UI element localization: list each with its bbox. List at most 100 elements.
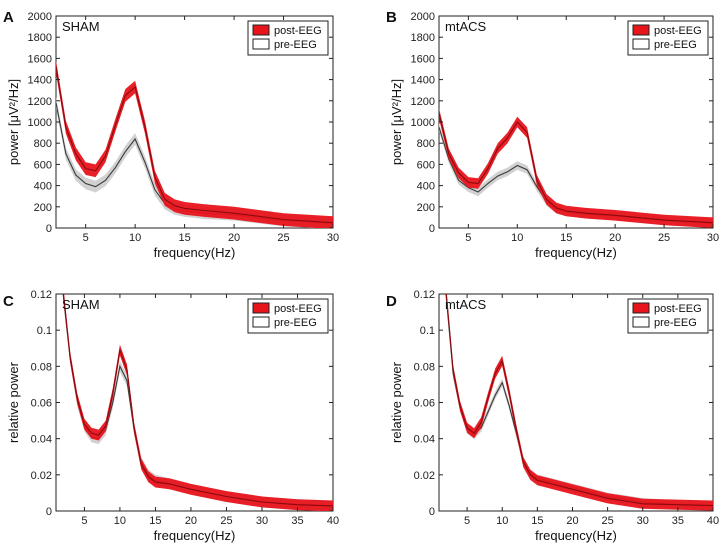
y-tick-label: 400 (417, 181, 435, 193)
panel-a: 5 10 15 20 25 30 0 200 400 600 800 1000 1200 1400 1600… (3, 9, 339, 260)
x-tick-label: 5 (465, 232, 471, 244)
y-tick-label: 0.04 (31, 434, 52, 446)
y-tick-label: 1000 (28, 117, 52, 129)
x-tick-label: 25 (601, 515, 613, 527)
x-tick-label: 15 (178, 232, 190, 244)
x-tick-label: 5 (81, 515, 87, 527)
panel-letter: B (386, 9, 397, 26)
legend-swatch-pre-eeg (632, 38, 650, 50)
panel-d: 5 10 15 20 25 30 35 40 0 0.02 0.04 0.06 0.08 0.1 0.12 f… (386, 289, 719, 543)
y-tick-label: 0.08 (414, 361, 435, 373)
condition-title: SHAM (62, 297, 100, 312)
x-tick-label: 5 (464, 515, 470, 527)
pre-eeg-band (439, 123, 713, 228)
y-tick-label: 0.12 (31, 289, 52, 301)
y-tick-label: 0.04 (414, 434, 435, 446)
legend-label-post-eeg: post-EEG (654, 25, 702, 37)
panel-letter: A (3, 9, 14, 26)
y-tick-label: 0 (429, 223, 435, 235)
x-tick-label: 25 (220, 515, 232, 527)
x-tick-label: 20 (566, 515, 578, 527)
y-tick-label: 1000 (411, 117, 435, 129)
legend-swatch-pre-eeg (252, 38, 270, 50)
plot-area (62, 294, 333, 511)
legend: post-EEG pre-EEG (247, 20, 329, 56)
x-tick-label: 35 (291, 515, 303, 527)
y-tick-label: 1600 (28, 53, 52, 65)
y-axis-label: relative power (6, 361, 21, 443)
y-axis-label: relative power (389, 361, 404, 443)
y-tick-label: 0.1 (37, 325, 52, 337)
legend-swatch-pre-eeg (252, 316, 270, 328)
y-tick-label: 1800 (28, 32, 52, 44)
y-tick-label: 1400 (411, 75, 435, 87)
x-tick-label: 10 (129, 232, 141, 244)
y-tick-label: 2000 (28, 11, 52, 23)
x-tick-label: 25 (658, 232, 670, 244)
x-tick-label: 30 (637, 515, 649, 527)
condition-title: mtACS (445, 297, 487, 312)
y-axis-label: power [μV²/Hz] (6, 79, 21, 165)
x-tick-label: 10 (511, 232, 523, 244)
legend-label-pre-eeg: pre-EEG (654, 39, 697, 51)
x-axis-label: frequency(Hz) (535, 245, 617, 260)
y-tick-label: 1400 (28, 75, 52, 87)
x-tick-label: 20 (609, 232, 621, 244)
post-eeg-line (439, 113, 713, 224)
panel-c: 5 10 15 20 25 30 35 40 0 0.02 0.04 0.06 0.08 0.1 0.12 f… (3, 289, 339, 543)
x-tick-label: 40 (327, 515, 339, 527)
x-tick-label: 40 (707, 515, 719, 527)
legend: post-EEG pre-EEG (627, 298, 709, 334)
y-tick-label: 800 (417, 138, 435, 150)
y-tick-label: 800 (34, 138, 52, 150)
condition-title: mtACS (445, 19, 487, 34)
legend-label-post-eeg: post-EEG (274, 303, 322, 315)
x-tick-label: 10 (114, 515, 126, 527)
y-tick-label: 400 (34, 181, 52, 193)
x-tick-label: 20 (228, 232, 240, 244)
panel-b: 5 10 15 20 25 30 0 200 400 600 800 1000 1200 1400 1600… (386, 9, 719, 260)
y-tick-label: 600 (34, 159, 52, 171)
condition-title: SHAM (62, 19, 100, 34)
y-tick-label: 0.02 (31, 470, 52, 482)
legend-swatch-post-eeg (632, 302, 650, 314)
legend-label-post-eeg: post-EEG (274, 25, 322, 37)
x-tick-label: 25 (277, 232, 289, 244)
x-tick-label: 30 (256, 515, 268, 527)
plot-area (445, 294, 713, 511)
y-tick-label: 2000 (411, 11, 435, 23)
panel-letter: C (3, 293, 14, 310)
legend-label-post-eeg: post-EEG (654, 303, 702, 315)
legend-label-pre-eeg: pre-EEG (274, 317, 317, 329)
y-tick-label: 0.1 (420, 325, 435, 337)
legend-swatch-pre-eeg (632, 316, 650, 328)
x-axis-label: frequency(Hz) (154, 528, 236, 543)
x-tick-label: 30 (707, 232, 719, 244)
post-eeg-line (56, 66, 333, 224)
post-eeg-line (62, 294, 333, 507)
y-tick-label: 1600 (411, 53, 435, 65)
plot-area (439, 108, 713, 228)
x-tick-label: 5 (83, 232, 89, 244)
y-tick-label: 200 (417, 202, 435, 214)
x-axis-label: frequency(Hz) (154, 245, 236, 260)
y-tick-label: 0 (46, 223, 52, 235)
y-tick-label: 0 (429, 506, 435, 518)
plot-area (56, 60, 333, 228)
y-tick-label: 200 (34, 202, 52, 214)
y-tick-label: 0.06 (31, 398, 52, 410)
y-tick-label: 600 (417, 159, 435, 171)
x-tick-label: 20 (185, 515, 197, 527)
y-tick-label: 0 (46, 506, 52, 518)
y-tick-label: 1200 (411, 96, 435, 108)
legend-swatch-post-eeg (632, 24, 650, 36)
x-tick-label: 30 (327, 232, 339, 244)
x-tick-label: 10 (496, 515, 508, 527)
legend-swatch-post-eeg (252, 24, 270, 36)
x-axis-label: frequency(Hz) (535, 528, 617, 543)
y-tick-label: 1200 (28, 96, 52, 108)
legend: post-EEG pre-EEG (247, 298, 329, 334)
y-tick-label: 0.08 (31, 361, 52, 373)
panel-letter: D (386, 293, 397, 310)
